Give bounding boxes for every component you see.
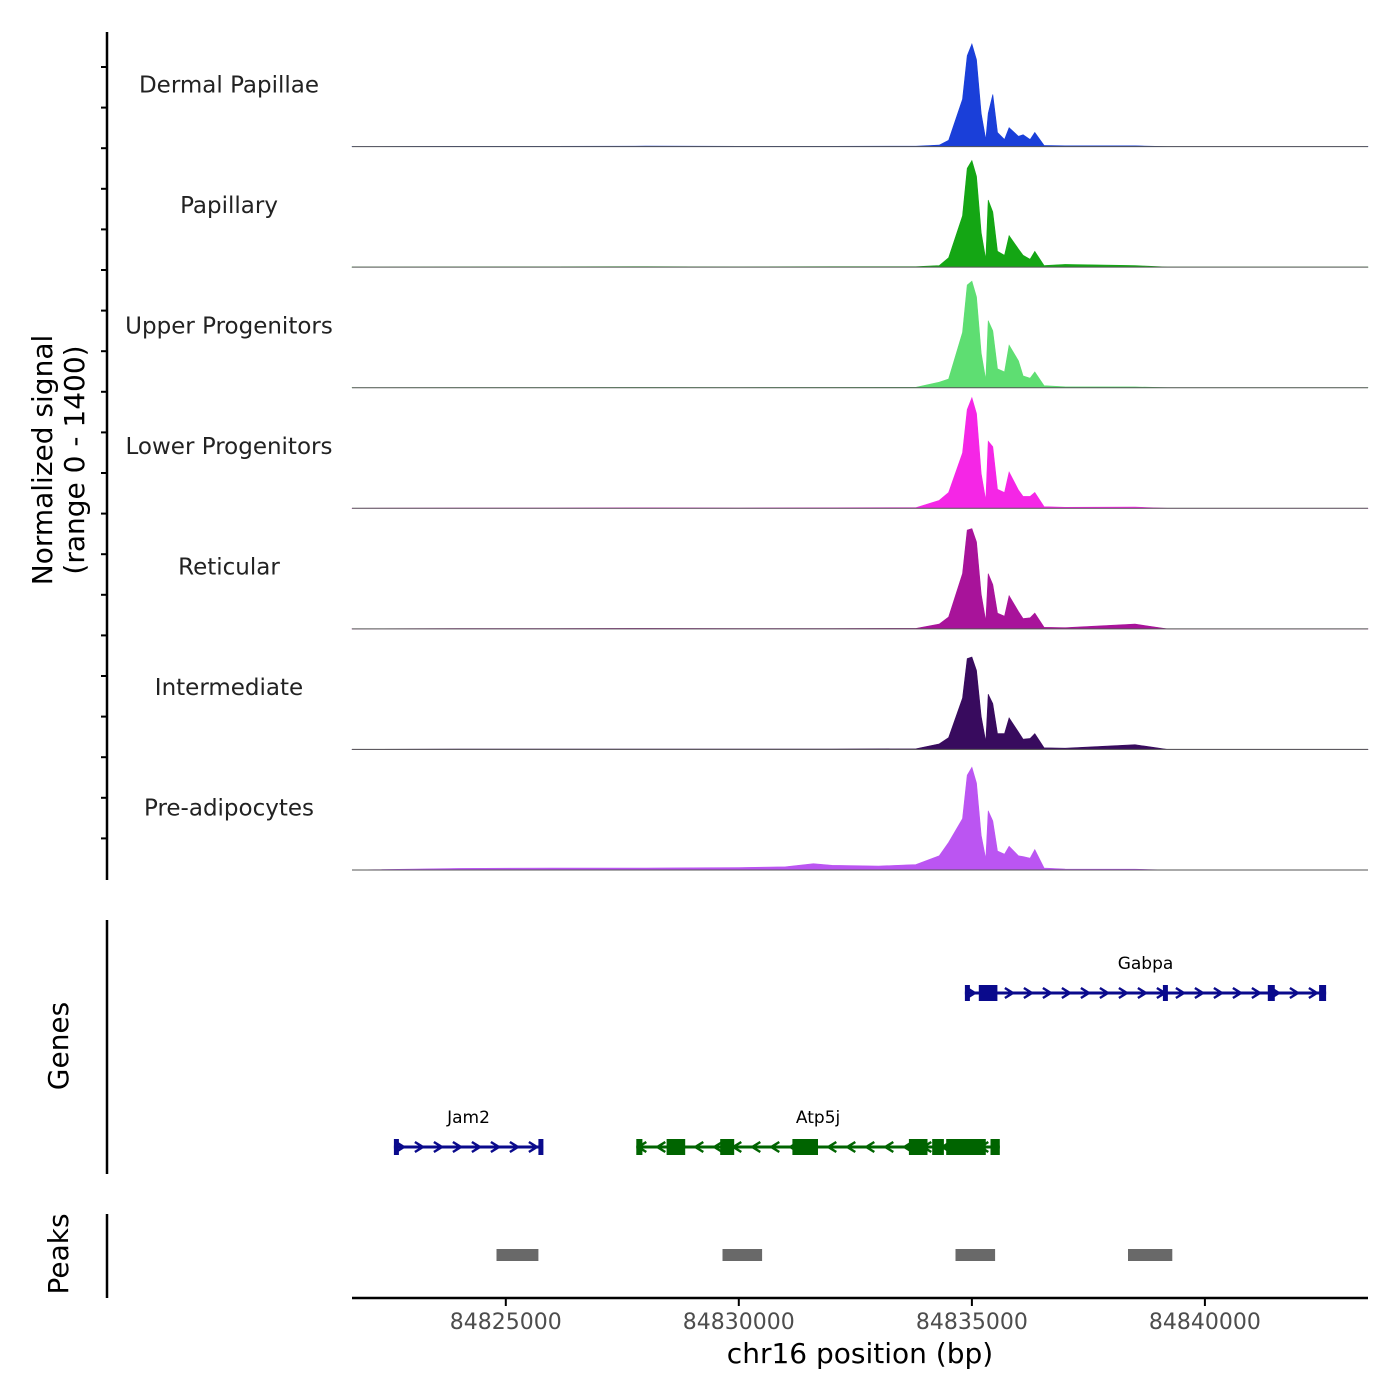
coverage-y-axis-title: Normalized signal [26,335,59,586]
gene-exon [792,1139,818,1155]
gene-strand-arrow [1004,986,1016,1000]
x-axis-title: chr16 position (bp) [727,1337,993,1370]
gene-exon [990,1139,1000,1155]
gene-strand-arrow [1213,986,1225,1000]
coverage-track-label: Lower Progenitors [126,434,333,460]
coverage-track: Dermal Papillae [139,42,1369,148]
gene-strand-arrow [1251,986,1263,1000]
coverage-track: Papillary [180,159,1369,268]
gene-label: Jam2 [446,1108,490,1128]
peaks-track-title: Peaks [42,1213,75,1294]
coverage-track-label: Papillary [180,193,278,219]
gene-model: Gabpa [964,954,1327,1001]
coverage-signal-area [351,766,1368,871]
gene-strand-arrow [863,1140,875,1154]
coverage-signal-area [351,656,1369,750]
peak-region [1128,1249,1173,1261]
gene-strand-arrow [433,1140,445,1154]
gene-strand-arrow [509,1140,521,1154]
gene-strand-arrow [1023,986,1035,1000]
coverage-track-label: Dermal Papillae [139,72,319,98]
coverage-track: Lower Progenitors [126,396,1369,509]
coverage-track: Reticular [178,528,1369,630]
gene-strand-arrow [490,1140,502,1154]
gene-strand-arrow [882,1140,894,1154]
coverage-track-label: Intermediate [155,675,303,701]
peaks-panel: Peaks [42,1213,1173,1298]
x-axis: 84825000 84830000 84835000 84840000 chr16 po… [352,1296,1368,1370]
coverage-track: Upper Progenitors [125,280,1369,389]
gene-strand-arrow [1099,986,1111,1000]
coverage-track-label: Pre-adipocytes [144,796,314,822]
gene-strand-arrow [1080,986,1092,1000]
genes-track-title: Genes [42,1002,75,1090]
gene-strand-arrow [844,1140,856,1154]
gene-strand-arrow [1118,986,1130,1000]
coverage-track: Intermediate [155,656,1369,750]
gene-exon [666,1139,686,1155]
gene-exon [1162,985,1168,1001]
gene-strand-arrow [1137,986,1149,1000]
coverage-signal-area [351,42,1369,147]
coverage-track: Pre-adipocytes [144,766,1368,871]
x-axis-tick-label: 84840000 [1149,1310,1261,1335]
gene-exon [1267,985,1275,1001]
gene-exon [538,1139,544,1155]
gene-strand-arrow [1232,986,1244,1000]
gene-strand-arrow [1042,986,1054,1000]
gene-strand-arrow [711,1140,723,1154]
x-axis-tick-label: 84835000 [916,1310,1028,1335]
x-axis-tick-label: 84825000 [450,1310,562,1335]
gene-exon [636,1139,643,1155]
gene-label: Atp5j [796,1108,840,1128]
gene-strand-arrow [654,1140,666,1154]
gene-exon [393,1139,399,1155]
gene-exon [964,985,970,1001]
peak-region [722,1249,763,1261]
coverage-signal-area [351,159,1369,268]
gene-exon [932,1139,944,1155]
peak-region [955,1249,996,1261]
coverage-panel: Normalized signal (range 0 - 1400) Dermal … [26,32,1369,880]
gene-strand-arrow [452,1140,464,1154]
gene-model: Jam2 [393,1108,544,1155]
gene-strand-arrow [692,1140,704,1154]
peak-region [496,1249,539,1261]
gene-model: Atp5j [635,1108,1000,1155]
gene-strand-arrow [1289,986,1301,1000]
gene-strand-arrow [768,1140,780,1154]
gene-exon [946,1139,986,1155]
gene-exon [978,985,998,1001]
x-axis-tick-label: 84830000 [683,1310,795,1335]
gene-strand-arrow [1061,986,1073,1000]
coverage-track-label: Reticular [178,555,280,581]
gene-strand-arrow [749,1140,761,1154]
coverage-y-axis-subtitle: (range 0 - 1400) [58,345,91,574]
genes-panel: Genes Gabpa Jam2 Atp5j [42,920,1327,1174]
gene-strand-arrow [1175,986,1187,1000]
gene-strand-arrow [471,1140,483,1154]
gene-strand-arrow [1194,986,1206,1000]
coverage-track-label: Upper Progenitors [125,313,333,339]
coverage-signal-area [351,528,1369,630]
gene-strand-arrow [1308,986,1320,1000]
gene-strand-arrow [825,1140,837,1154]
gene-strand-arrow [414,1140,426,1154]
coverage-signal-area [351,396,1369,509]
gene-exon [908,1139,928,1155]
coverage-signal-area [351,280,1369,389]
gene-strand-arrow [528,1140,540,1154]
gene-exon [720,1139,735,1155]
gene-exon [1319,985,1327,1001]
gene-label: Gabpa [1118,954,1174,974]
